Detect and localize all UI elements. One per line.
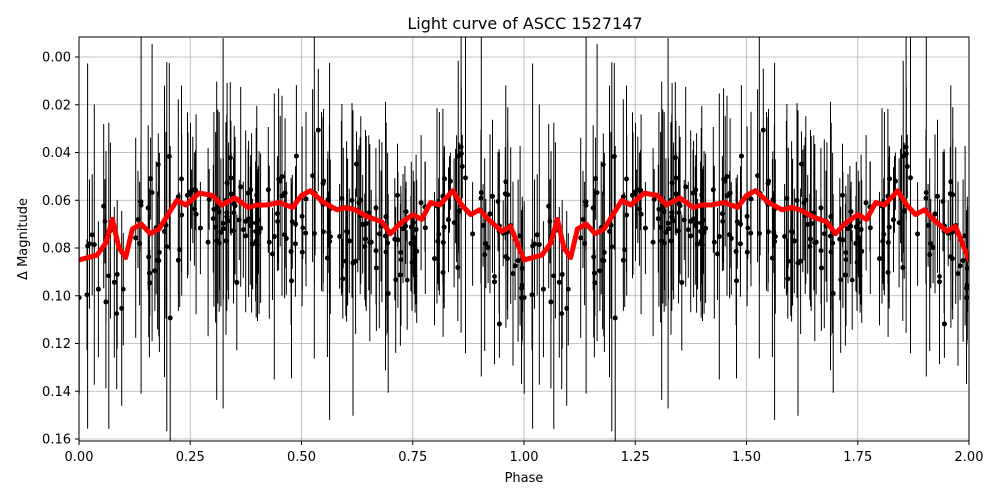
x-tick-label: 0.50 bbox=[287, 450, 316, 465]
y-tick-label: 0.16 bbox=[42, 433, 71, 448]
x-tick-label: 2.00 bbox=[955, 450, 984, 465]
x-axis-label: Phase bbox=[505, 471, 544, 486]
chart-title: Light curve of ASCC 1527147 bbox=[407, 14, 642, 33]
y-tick-label: 0.02 bbox=[42, 98, 71, 113]
y-tick-label: 0.00 bbox=[42, 51, 71, 66]
smoothed-model-curve bbox=[79, 188, 969, 263]
y-axis-ticks: 0.00 0.02 0.04 0.06 0.08 0.10 0.12 0.14 0.16 bbox=[42, 51, 79, 448]
x-tick-label: 0.25 bbox=[176, 450, 205, 465]
y-tick-label: 0.12 bbox=[42, 337, 71, 352]
x-tick-label: 1.75 bbox=[843, 450, 872, 465]
y-tick-label: 0.10 bbox=[42, 289, 71, 304]
x-tick-label: 1.50 bbox=[732, 450, 761, 465]
y-tick-label: 0.14 bbox=[42, 385, 71, 400]
y-tick-label: 0.06 bbox=[42, 194, 71, 209]
y-axis-label: Δ Magnitude bbox=[16, 198, 31, 280]
y-tick-label: 0.08 bbox=[42, 242, 71, 257]
x-axis-ticks: 0.00 0.25 0.50 0.75 1.00 1.25 1.50 1.75 2.00 bbox=[65, 441, 984, 465]
x-tick-label: 1.25 bbox=[621, 450, 650, 465]
y-tick-label: 0.04 bbox=[42, 146, 71, 161]
x-tick-label: 0.75 bbox=[398, 450, 427, 465]
x-tick-label: 1.00 bbox=[510, 450, 539, 465]
x-tick-label: 0.00 bbox=[65, 450, 94, 465]
